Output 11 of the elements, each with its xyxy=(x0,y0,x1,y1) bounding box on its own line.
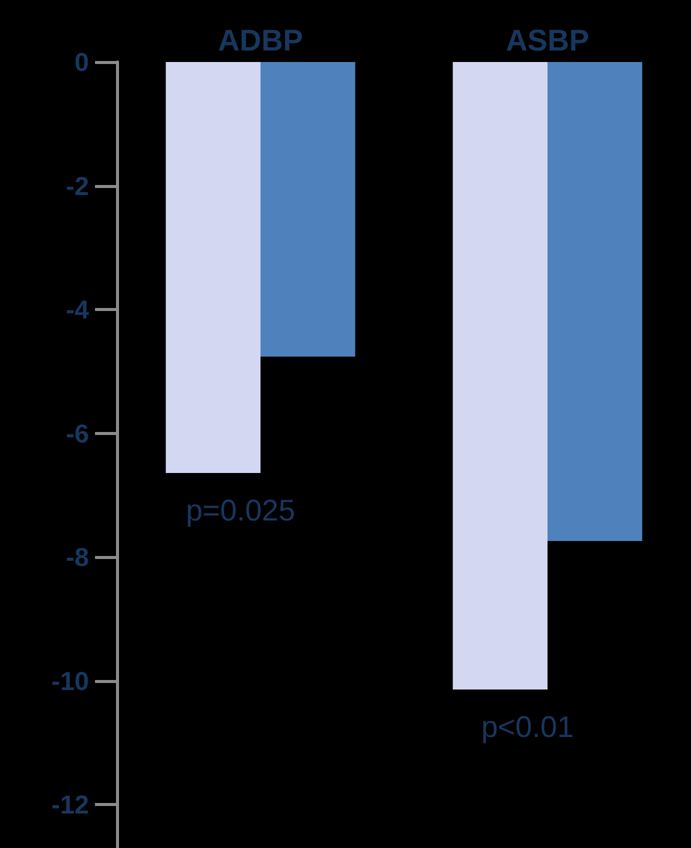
y-tick-label: -8 xyxy=(66,542,89,572)
x-tick-label: ASBP xyxy=(506,24,590,58)
y-tick-label: -6 xyxy=(66,418,89,448)
y-tick-label: -12 xyxy=(51,790,89,820)
annotation: p<0.01 xyxy=(481,711,574,744)
y-tick-label: -2 xyxy=(66,170,89,201)
y-tick-label: -4 xyxy=(66,294,90,325)
annotation: p=0.025 xyxy=(186,494,296,528)
y-tick-label: 0 xyxy=(74,47,89,77)
y-tick-label: -10 xyxy=(51,666,89,696)
x-tick-label: ADBP xyxy=(218,24,304,58)
